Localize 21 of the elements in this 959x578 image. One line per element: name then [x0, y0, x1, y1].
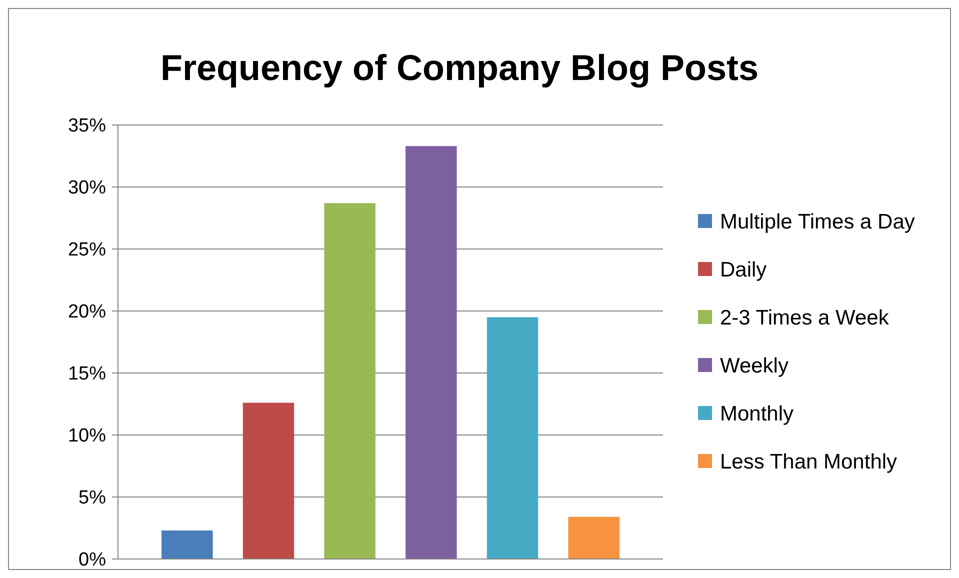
- y-tick-label: 5%: [78, 488, 106, 509]
- legend-label: Multiple Times a Day: [720, 210, 916, 234]
- y-tick-label: 30%: [68, 178, 106, 199]
- bar: [324, 203, 376, 559]
- y-tick-label: 25%: [68, 240, 106, 261]
- chart-title: Frequency of Company Blog Posts: [160, 47, 759, 88]
- bar: [406, 146, 457, 559]
- legend-label: Daily: [720, 258, 768, 282]
- legend-label: 2-3 Times a Week: [720, 306, 890, 330]
- legend-label: Less Than Monthly: [720, 450, 898, 474]
- y-tick-label: 0%: [78, 550, 106, 571]
- y-tick-label: 15%: [68, 364, 106, 385]
- y-tick-label: 35%: [68, 116, 106, 137]
- bar: [242, 402, 294, 559]
- bar: [162, 530, 213, 559]
- legend-label: Weekly: [720, 354, 789, 378]
- legend-label: Monthly: [720, 402, 794, 426]
- y-tick-label: 20%: [68, 302, 106, 323]
- bar: [486, 317, 538, 559]
- bar: [568, 516, 620, 559]
- y-tick-label: 10%: [68, 426, 106, 447]
